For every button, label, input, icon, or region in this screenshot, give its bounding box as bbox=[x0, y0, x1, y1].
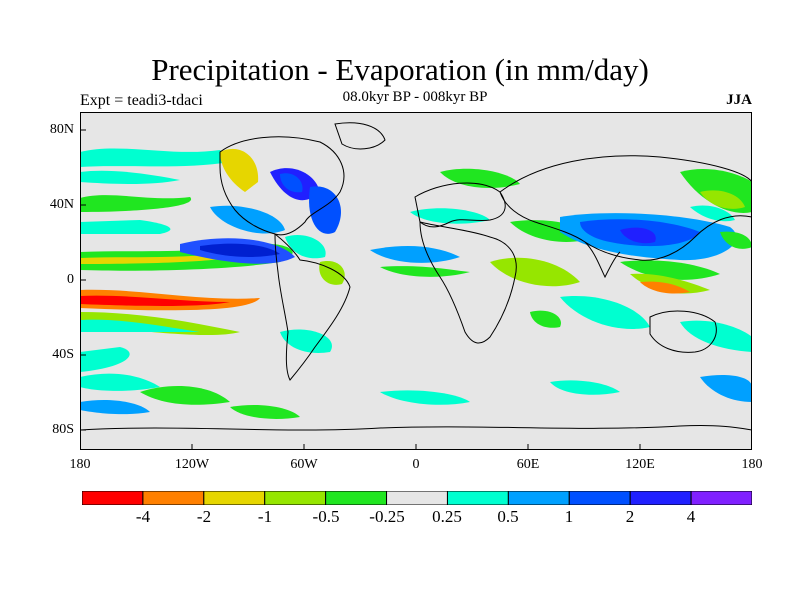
colorbar-label: -1 bbox=[257, 507, 273, 526]
colorbar-swatch bbox=[629, 491, 692, 505]
colorbar-swatch bbox=[568, 491, 631, 505]
lat-label-80s: 80S bbox=[52, 422, 74, 437]
colorbar-swatch bbox=[690, 491, 752, 505]
colorbar-label: -4 bbox=[135, 507, 151, 526]
lat-label-0: 0 bbox=[67, 272, 74, 287]
colorbar-swatch bbox=[82, 491, 144, 505]
colorbar-swatch bbox=[386, 491, 448, 505]
season-label: JJA bbox=[726, 92, 752, 108]
lon-label-180w: 180 bbox=[69, 457, 91, 472]
lon-label-60w: 60W bbox=[290, 457, 318, 472]
colorbar-label: -0.5 bbox=[312, 507, 340, 526]
lon-label-0: 0 bbox=[412, 457, 420, 472]
lon-label-60e: 60E bbox=[516, 457, 540, 472]
colorbar-label: 1 bbox=[564, 507, 574, 526]
plot-title: Precipitation - Evaporation (in mm/day) bbox=[151, 52, 649, 87]
coastlines bbox=[80, 122, 752, 431]
axis-ticks bbox=[80, 129, 641, 450]
lon-label-180e: 180 bbox=[741, 457, 763, 472]
colorbar-label: 0.5 bbox=[497, 507, 519, 526]
colorbar-swatch bbox=[446, 491, 509, 505]
lon-label-120e: 120E bbox=[625, 457, 655, 472]
experiment-label: Expt = teadi3-tdaci bbox=[80, 92, 203, 109]
colorbar-swatch bbox=[507, 491, 570, 505]
lat-label-40s: 40S bbox=[52, 347, 74, 362]
colorbar-swatch bbox=[203, 491, 266, 505]
lat-label-80n: 80N bbox=[49, 122, 74, 137]
colorbar-swatch bbox=[325, 491, 388, 505]
colorbar-label: 0.25 bbox=[432, 507, 462, 526]
colorbar-swatch bbox=[264, 491, 327, 505]
colorbar-label: 2 bbox=[625, 507, 635, 526]
precip-field bbox=[80, 148, 752, 419]
colorbar bbox=[82, 491, 752, 505]
map-panel bbox=[80, 112, 752, 450]
colorbar-swatch bbox=[142, 491, 205, 505]
colorbar-label: -2 bbox=[196, 507, 212, 526]
plot-subtitle: 08.0kyr BP - 008kyr BP bbox=[342, 89, 488, 105]
colorbar-label: 4 bbox=[686, 507, 696, 526]
colorbar-label: -0.25 bbox=[369, 507, 405, 526]
lat-label-40n: 40N bbox=[49, 197, 74, 212]
lon-label-120w: 120W bbox=[174, 457, 210, 472]
